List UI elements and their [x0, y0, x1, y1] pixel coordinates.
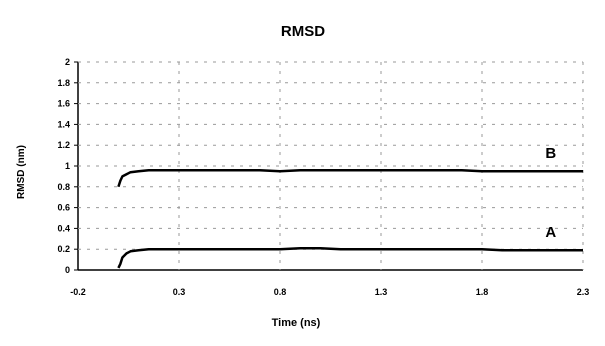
- y-tick-label: 0.6: [57, 203, 70, 213]
- chart-title: RMSD: [281, 23, 325, 40]
- y-tick-label: 1: [65, 161, 70, 171]
- x-tick-label: 2.3: [577, 287, 590, 297]
- y-tick-label: 0.4: [57, 223, 70, 233]
- x-tick-label: 0.8: [274, 287, 287, 297]
- series-line-a: [117, 246, 583, 269]
- axis-ticks: 0 0.2 0.4 0.6 0.8 1 1.2 1.4 1.6 1.8 2 -0.2 0.3 0.8 1.3…: [57, 57, 589, 297]
- x-tick-label: -0.2: [70, 287, 86, 297]
- y-tick-label: 0.2: [57, 244, 70, 254]
- y-tick-label: 0.8: [57, 182, 70, 192]
- series-lines: BA: [117, 145, 583, 269]
- x-axis-label: Time (ns): [272, 317, 321, 329]
- y-tick-label: 1.2: [57, 140, 70, 150]
- y-tick-label: 1.8: [57, 78, 70, 88]
- series-label-a: A: [545, 224, 556, 241]
- x-tick-label: 0.3: [173, 287, 186, 297]
- series-line-b: [117, 168, 583, 188]
- y-tick-label: 1.4: [57, 119, 70, 129]
- y-tick-label: 0: [65, 265, 70, 275]
- y-tick-label: 1.6: [57, 99, 70, 109]
- x-tick-label: 1.8: [476, 287, 489, 297]
- y-tick-label: 2: [65, 57, 70, 67]
- y-axis-label: RMSD (nm): [16, 145, 27, 199]
- gridlines: [78, 61, 584, 270]
- series-label-b: B: [545, 145, 556, 162]
- x-tick-label: 1.3: [375, 287, 388, 297]
